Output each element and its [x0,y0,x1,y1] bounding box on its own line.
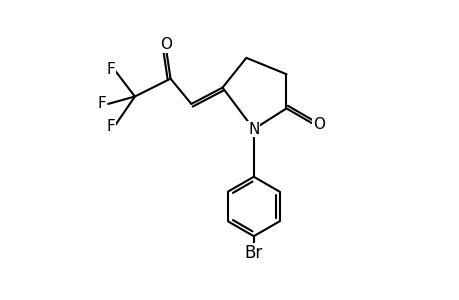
Text: F: F [106,119,115,134]
Text: Br: Br [244,244,263,262]
Text: O: O [160,37,172,52]
Text: F: F [98,96,106,111]
Text: N: N [247,122,259,137]
Text: F: F [106,62,115,77]
Text: O: O [313,117,325,132]
